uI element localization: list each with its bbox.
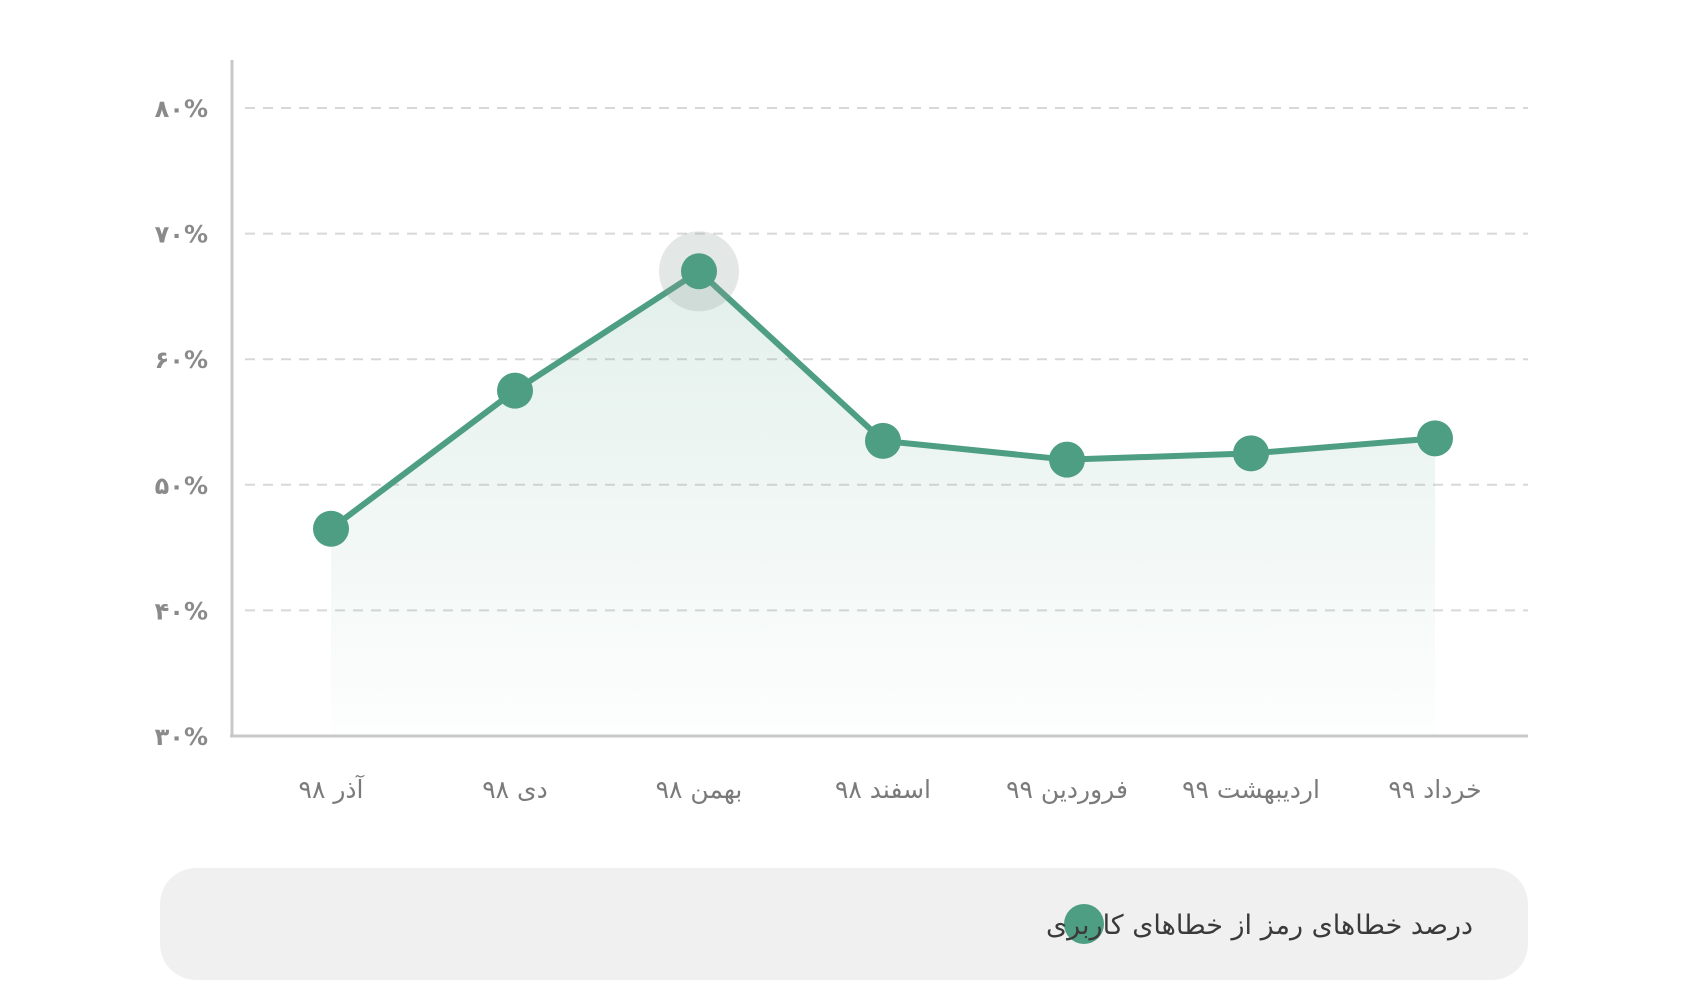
x-tick-labels: آذر ۹۸ دی ۹۸ بهمن ۹۸ اسفند ۹۸ فروردین ۹۹ اردی… (299, 774, 1482, 805)
x-tick-label: اسفند ۹۸ (835, 775, 931, 804)
series-area (331, 271, 1435, 736)
data-point[interactable] (1417, 420, 1453, 457)
legend-label: درصد خطاهای رمز از خطاهای کاربری (1046, 910, 1473, 941)
y-tick-label: ۶۰% (155, 346, 208, 374)
y-tick-label: ۸۰% (155, 95, 208, 123)
data-point[interactable] (497, 372, 533, 409)
y-tick-label: ۵۰% (155, 472, 208, 500)
legend-swatch (1064, 904, 1104, 944)
x-tick-label: دی ۹۸ (482, 775, 548, 804)
axes (230, 60, 1528, 738)
x-tick-label: خرداد ۹۹ (1388, 775, 1481, 804)
data-point[interactable] (681, 253, 717, 290)
data-point[interactable] (865, 422, 901, 459)
y-tick-label: ۳۰% (155, 723, 208, 751)
x-tick-label: بهمن ۹۸ (656, 775, 743, 805)
x-tick-label: اردیبهشت ۹۹ (1182, 775, 1320, 805)
legend: درصد خطاهای رمز از خطاهای کاربری (160, 868, 1528, 980)
y-tick-label: ۷۰% (155, 221, 208, 249)
area-fill-layer (331, 271, 1435, 736)
legend-box (160, 868, 1528, 980)
data-point[interactable] (1049, 441, 1085, 478)
data-point[interactable] (313, 510, 349, 547)
x-tick-label: فروردین ۹۹ (1006, 775, 1128, 805)
x-tick-label: آذر ۹۸ (299, 774, 365, 804)
y-tick-labels: ۳۰% ۴۰% ۵۰% ۶۰% ۷۰% ۸۰% (155, 95, 208, 751)
data-points (313, 231, 1453, 547)
y-tick-label: ۴۰% (155, 597, 208, 625)
data-point[interactable] (1233, 435, 1269, 472)
